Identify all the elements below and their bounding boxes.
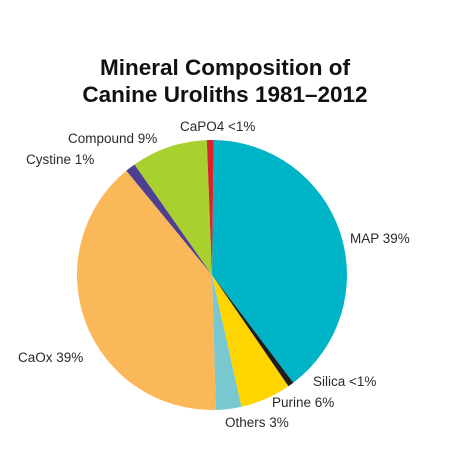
chart-title: Mineral Composition of Canine Uroliths 1…: [0, 54, 450, 108]
slice-label-caox: CaOx 39%: [18, 350, 83, 365]
pie-slice-compound: [134, 140, 212, 275]
pie-labels: MAP 39% Silica <1% Purine 6% Others 3% CaOx …: [18, 119, 410, 430]
slice-label-capo4: CaPO4 <1%: [180, 119, 255, 134]
slice-label-others: Others 3%: [225, 415, 289, 430]
pie-slice-cystine: [126, 164, 212, 275]
chart-title-line-2: Canine Uroliths 1981–2012: [82, 82, 368, 107]
pie-slice-others: [212, 275, 242, 410]
pie-slice-map: [212, 140, 347, 383]
pie-slices: [77, 139, 347, 410]
pie-slice-purine: [212, 275, 289, 407]
chart-title-line-1: Mineral Composition of: [100, 55, 350, 80]
slice-label-silica: Silica <1%: [313, 374, 376, 389]
slice-label-cystine: Cystine 1%: [26, 152, 94, 167]
slice-label-map: MAP 39%: [350, 231, 410, 246]
pie-slice-silica: [212, 275, 294, 387]
pie-slice-capo4: [206, 139, 214, 275]
pie-slice-caox: [77, 170, 216, 410]
slice-label-purine: Purine 6%: [272, 395, 334, 410]
slice-label-compound: Compound 9%: [68, 131, 157, 146]
